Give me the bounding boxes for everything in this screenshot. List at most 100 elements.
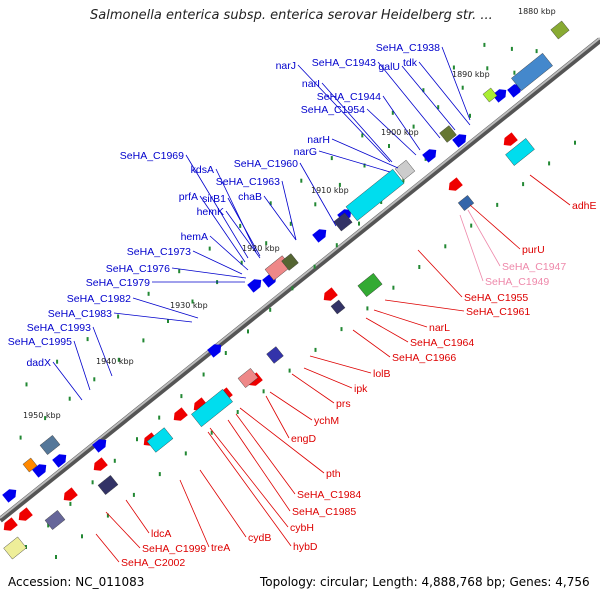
reverse-label-seha-c1964[interactable]: SeHA_C1964 [410,337,474,349]
forward-label-narh[interactable]: narH [307,134,330,146]
forward-gene-block [511,52,553,92]
forward-leader-hema [209,235,249,271]
tick-dot [147,291,150,296]
forward-label-seha-c1943[interactable]: SeHA_C1943 [312,57,376,69]
forward-label-seha-c1969[interactable]: SeHA_C1969 [120,150,184,162]
reverse-label-engd[interactable]: engD [291,433,317,445]
position-tick-1950-kbp: 1950 kbp [23,411,61,420]
forward-leader-hemk [225,210,261,259]
forward-label-narj[interactable]: narJ [276,60,296,72]
tick-dot [470,223,473,228]
reverse-label-seha-c1999[interactable]: SeHA_C1999 [142,543,206,555]
reverse-leader-trea [179,479,210,548]
reverse-label-cydb[interactable]: cydB [248,532,271,544]
reverse-label-hybd[interactable]: hybD [293,541,318,553]
reverse-label-seha-c1961[interactable]: SeHA_C1961 [466,306,530,318]
forward-label-seha-c1944[interactable]: SeHA_C1944 [317,91,381,103]
tick-dot [338,182,341,187]
forward-leader-seha-c1944 [382,95,421,151]
reverse-label-pth[interactable]: pth [326,468,341,480]
pink-leader-seha-c1949 [459,214,484,282]
forward-label-galu[interactable]: galU [378,61,400,73]
forward-leader-seha-c1982 [132,297,199,319]
tick-dot [288,368,291,373]
pink-label-seha-c1949[interactable]: SeHA_C1949 [485,276,549,288]
reverse-gene-block [505,138,535,166]
forward-label-seha-c1963[interactable]: SeHA_C1963 [216,176,280,188]
forward-gene-glyph [312,229,327,243]
forward-gene-block [333,212,353,232]
forward-label-seha-c1995[interactable]: SeHA_C1995 [8,336,72,348]
reverse-label-seha-c1985[interactable]: SeHA_C1985 [292,506,356,518]
tick-dot [91,480,94,485]
forward-gene-block [345,168,405,222]
tick-dot [236,410,239,414]
forward-label-seha-c1960[interactable]: SeHA_C1960 [234,158,298,170]
reverse-label-prs[interactable]: prs [336,398,351,410]
reverse-leader-cybh [209,427,289,528]
forward-label-seha-c1938[interactable]: SeHA_C1938 [376,42,440,54]
tick-dot [513,70,516,75]
forward-label-kdsa[interactable]: kdsA [191,164,214,176]
forward-label-hemk[interactable]: hemK [197,206,224,218]
forward-label-dadx[interactable]: dadX [26,357,51,369]
forward-label-sirb1[interactable]: sirB1 [202,193,226,205]
forward-gene-glyph [32,464,47,478]
tick-dot [208,246,211,251]
reverse-label-narl[interactable]: narL [429,322,450,334]
reverse-leader-prs [291,373,335,404]
tick-dot [548,161,551,166]
forward-label-hema[interactable]: hemA [181,231,208,243]
tick-dot [117,314,120,319]
reverse-label-seha-c1984[interactable]: SeHA_C1984 [297,489,361,501]
forward-leader-seha-c1983 [113,312,193,323]
position-tick-1940-kbp: 1940 kbp [96,357,134,366]
forward-leader-chab [263,195,297,241]
tick-dot [240,260,243,265]
forward-label-seha-c1993[interactable]: SeHA_C1993 [27,322,91,334]
tick-dot [25,545,27,549]
summary-text: Topology: circular; Length: 4,888,768 bp… [260,575,590,589]
reverse-gene-block [457,195,475,211]
forward-label-nari[interactable]: narI [302,78,320,90]
reverse-label-seha-c1955[interactable]: SeHA_C1955 [464,292,528,304]
tick-dot [330,156,333,161]
reverse-label-ipk[interactable]: ipk [354,383,368,395]
tick-dot [158,415,161,420]
tick-dot [300,178,303,183]
pink-label-seha-c1947[interactable]: SeHA_C1947 [502,261,566,273]
reverse-label-ldca[interactable]: ldcA [151,528,171,540]
position-tick-1900-kbp: 1900 kbp [381,128,419,137]
reverse-leader-seha-c1964 [365,317,409,343]
reverse-label-seha-c1966[interactable]: SeHA_C1966 [392,352,456,364]
tick-dot [247,329,249,334]
forward-label-prfa[interactable]: prfA [179,191,198,203]
forward-leader-narj [297,64,391,163]
forward-label-tdk[interactable]: tdk [403,57,418,69]
tick-dot [81,534,83,539]
tick-dot [265,241,268,246]
forward-label-seha-c1982[interactable]: SeHA_C1982 [67,293,131,305]
reverse-label-trea[interactable]: treA [211,542,230,554]
reverse-label-cybh[interactable]: cybH [290,522,314,534]
reverse-label-lolb[interactable]: lolB [373,368,391,380]
forward-label-narg[interactable]: narG [294,146,317,158]
reverse-label-seha-c2002[interactable]: SeHA_C2002 [121,557,185,569]
reverse-gene-block [3,536,27,560]
tick-dot [437,105,440,110]
forward-label-seha-c1954[interactable]: SeHA_C1954 [301,104,365,116]
tick-dot [444,244,447,249]
forward-label-seha-c1976[interactable]: SeHA_C1976 [106,263,170,275]
forward-label-seha-c1983[interactable]: SeHA_C1983 [48,308,112,320]
backbone-highlight [0,37,600,519]
reverse-label-adhe[interactable]: adhE [572,200,597,212]
reverse-label-ychm[interactable]: ychM [314,415,339,427]
reverse-leader-seha-c1955 [417,249,463,298]
reverse-gene-block [191,388,233,428]
forward-label-seha-c1979[interactable]: SeHA_C1979 [86,277,150,289]
tick-dot [418,265,421,269]
reverse-gene-glyph [323,287,338,301]
forward-label-chab[interactable]: chaB [238,191,262,203]
reverse-label-puru[interactable]: purU [522,244,545,256]
forward-label-seha-c1973[interactable]: SeHA_C1973 [127,246,191,258]
